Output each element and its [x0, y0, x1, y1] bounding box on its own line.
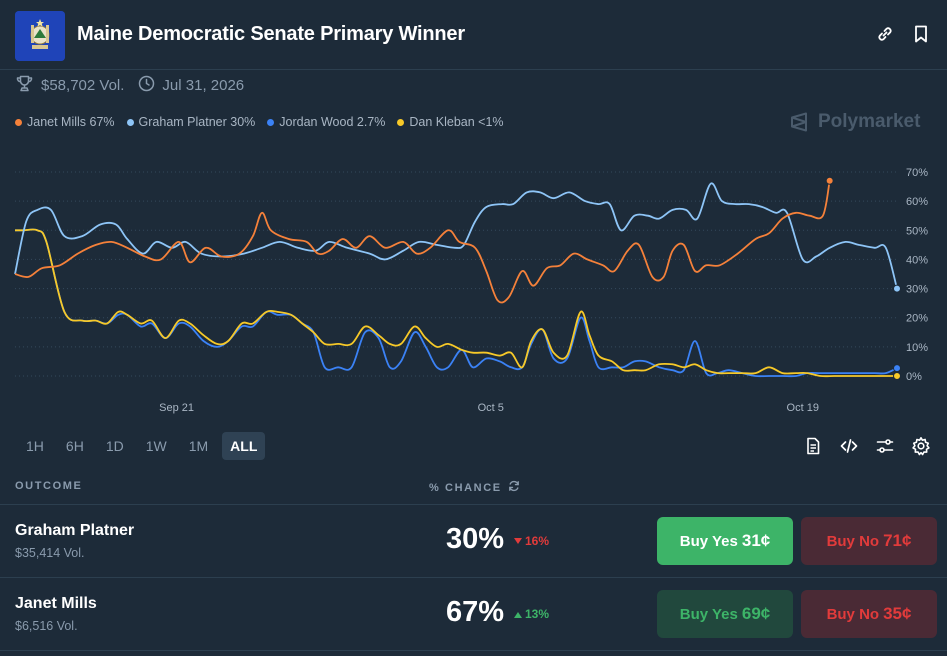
- range-1d[interactable]: 1D: [105, 438, 124, 454]
- legend-dot: [397, 118, 405, 126]
- series-endpoint: [893, 364, 901, 373]
- legend-label: Graham Platner 30%: [138, 115, 256, 129]
- buy-yes-price: 69¢: [741, 604, 771, 623]
- series-line-graham-platner: [14, 182, 898, 289]
- outcome-chance: 67%: [446, 596, 505, 628]
- market-meta: $58,702 Vol. Jul 31, 2026: [15, 75, 258, 95]
- buy-no-button[interactable]: Buy No 35¢: [801, 590, 937, 638]
- legend-item: Janet Mills 67%: [15, 115, 115, 129]
- refresh-icon[interactable]: [508, 480, 520, 495]
- buy-no-label: Buy No: [826, 532, 880, 550]
- buy-no-price: 35¢: [883, 604, 912, 623]
- series-line-janet-mills: [14, 180, 831, 304]
- outcome-chance: 30%: [446, 523, 505, 555]
- market-title: Maine Democratic Senate Primary Winner: [77, 23, 465, 45]
- volume-info: $58,702 Vol.: [15, 74, 124, 97]
- buy-yes-button[interactable]: Buy Yes 31¢: [657, 517, 793, 565]
- total-volume: $58,702 Vol.: [41, 76, 125, 94]
- range-1h[interactable]: 1H: [26, 438, 44, 454]
- legend-item: Graham Platner 30%: [126, 115, 256, 129]
- market-header: Maine Democratic Senate Primary Winner: [0, 0, 947, 70]
- buy-no-price: 71¢: [883, 531, 912, 550]
- end-date: Jul 31, 2026: [162, 76, 245, 94]
- price-chart[interactable]: 0% 10% 20% 30% 40% 50% 60% 70% Sep 21 Oct 5 Oct 19: [0, 155, 947, 425]
- chance-column-label: % CHANCE: [429, 481, 502, 494]
- triangle-down-icon: [514, 534, 522, 548]
- link-icon[interactable]: [875, 24, 895, 46]
- chance-column-header: % CHANCE: [429, 480, 520, 495]
- triangle-up-icon: [514, 607, 522, 621]
- outcome-volume: $35,414 Vol.: [15, 546, 85, 560]
- chart-legend: Janet Mills 67% Graham Platner 30% Jorda…: [15, 115, 504, 129]
- legend-dot: [126, 118, 134, 126]
- chance-change: 16%: [514, 534, 549, 548]
- y-tick-label: 40%: [906, 254, 928, 266]
- outcomes-table-header: OUTCOME % CHANCE: [0, 480, 947, 505]
- x-tick-label: Oct 19: [787, 402, 819, 414]
- legend-dot: [15, 118, 22, 126]
- series-endpoint: [893, 372, 901, 380]
- time-range-selector: 1H 6H 1D 1W 1M ALL: [18, 432, 266, 460]
- chart-tools: [803, 436, 931, 456]
- bookmark-icon[interactable]: [912, 24, 932, 46]
- settings-gear-icon[interactable]: [911, 436, 931, 456]
- buy-yes-price: 31¢: [741, 531, 771, 550]
- y-tick-label: 20%: [906, 313, 928, 325]
- buy-yes-label: Buy Yes: [679, 605, 738, 623]
- outcome-name: Janet Mills: [15, 595, 97, 612]
- buy-no-label: Buy No: [826, 605, 880, 623]
- outcome-column-header: OUTCOME: [15, 480, 83, 492]
- y-tick-label: 10%: [906, 342, 928, 354]
- range-1m[interactable]: 1M: [188, 438, 209, 454]
- buy-yes-button[interactable]: Buy Yes 69¢: [657, 590, 793, 638]
- trophy-icon: [15, 74, 34, 97]
- series-endpoint: [893, 284, 901, 293]
- range-all[interactable]: ALL: [222, 432, 266, 460]
- buy-yes-label: Buy Yes: [679, 532, 738, 550]
- outcome-volume: $6,516 Vol.: [15, 619, 78, 633]
- maine-seal-logo: [15, 11, 65, 61]
- chance-change: 13%: [514, 607, 549, 621]
- buy-no-button[interactable]: Buy No 71¢: [801, 517, 937, 565]
- outcome-row[interactable]: Janet Mills $6,516 Vol. 67% 13% Buy Yes …: [0, 578, 947, 651]
- x-tick-label: Oct 5: [478, 402, 504, 414]
- y-tick-label: 50%: [906, 225, 928, 237]
- chance-change-value: 16%: [525, 534, 550, 548]
- series-line-dan-kleban: [14, 228, 897, 378]
- polymarket-watermark: Polymarket: [788, 111, 920, 133]
- y-tick-label: 60%: [906, 196, 928, 208]
- outcome-row[interactable]: Graham Platner $35,414 Vol. 30% 16% Buy …: [0, 505, 947, 578]
- sliders-icon[interactable]: [875, 436, 895, 456]
- end-date-info: Jul 31, 2026: [138, 75, 244, 96]
- y-tick-label: 70%: [906, 167, 928, 179]
- legend-item: Jordan Wood 2.7%: [267, 115, 385, 129]
- outcome-name: Graham Platner: [15, 522, 135, 539]
- clock-icon: [138, 75, 155, 96]
- chance-change-value: 13%: [525, 607, 550, 621]
- embed-code-icon[interactable]: [839, 436, 859, 456]
- legend-dot: [267, 118, 275, 126]
- document-icon[interactable]: [803, 436, 823, 456]
- legend-item: Dan Kleban <1%: [397, 115, 504, 129]
- legend-label: Jordan Wood 2.7%: [279, 115, 386, 129]
- range-6h[interactable]: 6H: [65, 438, 84, 454]
- y-tick-label: 30%: [906, 284, 928, 296]
- range-1w[interactable]: 1W: [145, 438, 167, 454]
- legend-label: Janet Mills 67%: [27, 115, 115, 129]
- brand-name: Polymarket: [818, 111, 921, 132]
- series-endpoint: [825, 176, 834, 185]
- legend-label: Dan Kleban <1%: [409, 115, 504, 129]
- y-tick-label: 0%: [906, 371, 922, 383]
- x-tick-label: Sep 21: [159, 402, 194, 414]
